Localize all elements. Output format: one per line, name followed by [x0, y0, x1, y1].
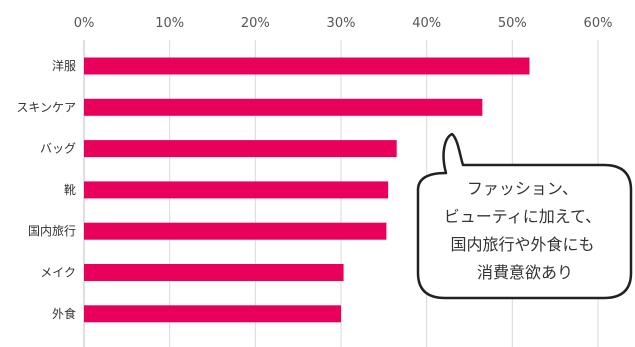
- callout: ファッション、 ビューティに加えて、 国内旅行や外食にも 消費意欲あり: [416, 132, 633, 300]
- x-tick-label: 40%: [412, 16, 441, 31]
- category-label: 靴: [64, 183, 76, 197]
- category-label: 国内旅行: [28, 224, 76, 238]
- callout-bubble: [416, 132, 633, 300]
- callout-line-1: ファッション、: [467, 179, 578, 198]
- x-tick-label: 60%: [584, 16, 613, 31]
- callout-line-4: 消費意欲あり: [477, 263, 573, 282]
- bar: [84, 57, 530, 75]
- bar: [84, 98, 483, 116]
- x-tick-label: 10%: [155, 16, 184, 31]
- category-label: バッグ: [40, 142, 76, 156]
- category-label: スキンケア: [16, 100, 76, 114]
- category-label: 外食: [52, 306, 76, 321]
- x-tick-label: 30%: [327, 16, 356, 31]
- x-tick-label: 0%: [74, 16, 95, 31]
- category-label: 洋服: [52, 58, 76, 73]
- x-axis-ticks: 0% 10% 20% 30% 40% 50% 60%: [74, 16, 613, 31]
- bars: [84, 57, 530, 323]
- x-tick-label: 50%: [498, 16, 527, 31]
- bar: [84, 264, 344, 281]
- callout-line-2: ビューティに加えて、: [444, 207, 601, 226]
- category-label: メイク: [40, 266, 76, 280]
- bar: [84, 222, 387, 240]
- svg-text:ファッション、 ビューティに加えて、: ファッション、 ビューティに加えて、 国内旅行や外食にも 消費意欲あり: [444, 179, 607, 282]
- bar: [84, 305, 341, 323]
- x-tick-label: 20%: [241, 16, 270, 31]
- bar: [84, 181, 389, 199]
- bar: [84, 140, 397, 158]
- callout-line-3: 国内旅行や外食にも: [450, 235, 594, 254]
